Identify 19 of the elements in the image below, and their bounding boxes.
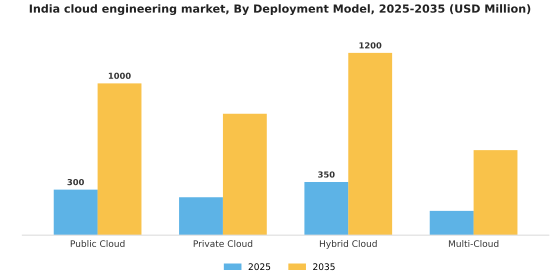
legend-label: 2035: [313, 263, 335, 270]
bar: [348, 52, 392, 236]
x-tick-label: Public Cloud: [70, 240, 124, 248]
x-tick-label: Multi-Cloud: [448, 240, 498, 248]
bar: [179, 197, 223, 236]
data-label: 1000: [108, 72, 131, 79]
bar: [54, 190, 98, 236]
bar: [304, 182, 348, 236]
x-tick-label: Private Cloud: [194, 240, 252, 248]
data-label: 300: [68, 178, 84, 186]
x-tick-label: Hybrid Cloud: [320, 240, 377, 249]
bar: [430, 210, 474, 236]
data-label: 1200: [360, 42, 382, 49]
bar: [98, 83, 142, 236]
bar: [222, 114, 267, 236]
legend-label: 2025: [248, 263, 270, 270]
data-label: 350: [318, 171, 335, 178]
bar: [474, 150, 518, 236]
chart-title: India cloud engineering market, By Deployment Model, 2025-2035 (USD Million): [30, 4, 530, 16]
